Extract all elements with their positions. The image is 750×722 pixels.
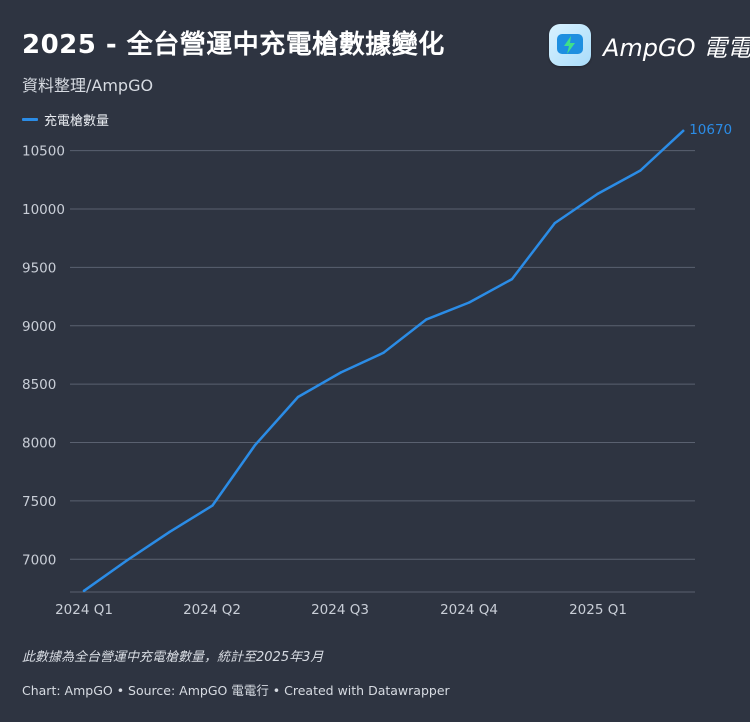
x-tick-label: 2025 Q1 bbox=[569, 602, 627, 618]
data-point bbox=[553, 221, 556, 225]
data-point bbox=[254, 443, 257, 447]
chart-title: 2025 - 全台營運中充電槍數據變化 bbox=[22, 30, 445, 60]
legend-label: 充電槍數量 bbox=[44, 114, 110, 129]
lightning-bolt-icon bbox=[549, 24, 591, 66]
y-tick-label: 9500 bbox=[22, 260, 56, 276]
data-point bbox=[596, 192, 599, 196]
data-point bbox=[211, 504, 214, 507]
end-value-label: 10670 bbox=[689, 122, 732, 138]
brand-logo-text: AmpGO 電電行 bbox=[603, 33, 750, 62]
x-tick-label: 2024 Q4 bbox=[440, 602, 498, 618]
data-point bbox=[82, 589, 86, 593]
brand-logo: AmpGO 電電行 bbox=[549, 24, 750, 66]
data-point bbox=[468, 301, 471, 304]
data-point bbox=[639, 169, 642, 172]
y-tick-label: 8500 bbox=[22, 377, 56, 393]
y-tick-label: 10500 bbox=[22, 144, 65, 160]
chart-legend: 充電槍數量 bbox=[22, 110, 109, 129]
chart-credit: Chart: AmpGO • Source: AmpGO 電電行 • Creat… bbox=[22, 683, 450, 698]
data-point bbox=[296, 395, 300, 399]
y-tick-label: 7500 bbox=[22, 494, 56, 510]
data-point bbox=[125, 559, 128, 562]
data-point bbox=[510, 277, 514, 281]
x-tick-label: 2024 Q3 bbox=[311, 602, 369, 618]
x-tick-label: 2024 Q2 bbox=[183, 602, 241, 618]
y-tick-label: 8000 bbox=[22, 436, 56, 452]
x-tick-label: 2024 Q1 bbox=[55, 602, 113, 618]
data-point bbox=[682, 129, 685, 133]
y-tick-label: 7000 bbox=[22, 552, 56, 568]
data-point bbox=[425, 318, 428, 321]
series-line bbox=[82, 129, 685, 593]
y-tick-label: 9000 bbox=[22, 319, 56, 335]
chart-subtitle: 資料整理/AmpGO bbox=[22, 76, 154, 95]
data-point bbox=[339, 371, 342, 374]
y-tick-label: 10000 bbox=[22, 202, 65, 218]
legend-swatch bbox=[22, 118, 38, 121]
data-point bbox=[382, 351, 385, 354]
data-point bbox=[168, 530, 171, 534]
footnote: 此數據為全台營運中充電槍數量，統計至2025年3月 bbox=[22, 650, 324, 665]
